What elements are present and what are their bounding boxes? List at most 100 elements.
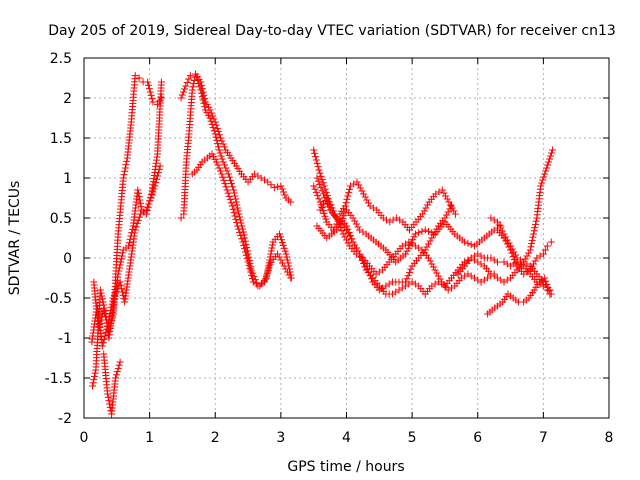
data-point: [356, 250, 364, 258]
data-point: [325, 200, 333, 208]
data-point: [361, 263, 369, 271]
data-point: [280, 244, 288, 252]
data-point: [226, 196, 234, 204]
data-point: [310, 146, 318, 154]
data-point: [357, 253, 365, 261]
data-point: [220, 176, 228, 184]
data-point: [531, 257, 539, 265]
data-point: [121, 164, 129, 172]
data-point: [421, 226, 429, 234]
axis-ticks: [83, 57, 610, 419]
x-tick-label: 3: [276, 430, 285, 446]
data-point: [343, 226, 350, 234]
data-point: [266, 253, 274, 261]
data-point: [228, 202, 236, 210]
data-point: [284, 259, 292, 267]
data-point: [446, 205, 454, 213]
data-point: [247, 268, 255, 276]
data-point: [281, 191, 289, 199]
data-point: [212, 133, 220, 141]
x-tick-label: 8: [605, 430, 614, 446]
data-point: [240, 231, 248, 239]
data-point: [541, 246, 549, 254]
data-point: [349, 214, 357, 222]
data-point: [285, 265, 293, 273]
data-point: [277, 256, 285, 264]
data-point: [217, 167, 224, 175]
data-point: [323, 194, 331, 202]
data-point: [546, 155, 554, 163]
data-point: [246, 265, 254, 273]
y-tick-label: -1: [58, 331, 72, 347]
data-point: [428, 229, 436, 237]
data-point: [91, 369, 99, 377]
y-tick-label: -0.5: [45, 291, 72, 307]
data-point: [144, 78, 152, 86]
data-point: [438, 186, 446, 194]
data-point: [131, 72, 139, 80]
data-point: [224, 170, 232, 178]
data-point: [101, 332, 109, 340]
data-point: [120, 171, 128, 179]
data-point: [543, 242, 551, 250]
data-point: [181, 85, 189, 93]
data-point: [334, 223, 342, 231]
data-point: [220, 143, 228, 151]
data-point: [545, 158, 553, 166]
data-point: [277, 236, 285, 244]
data-point: [232, 215, 240, 223]
data-point: [448, 202, 455, 210]
data-point: [267, 250, 275, 258]
data-point: [211, 130, 219, 138]
data-point: [433, 269, 441, 277]
data-point: [320, 209, 328, 217]
data-point: [183, 79, 191, 87]
data-point: [222, 164, 230, 172]
data-point: [146, 197, 154, 205]
data-point: [464, 239, 472, 247]
data-point: [117, 281, 125, 289]
data-point: [96, 319, 104, 327]
data-point: [316, 169, 324, 177]
data-point: [314, 163, 322, 171]
data-point: [528, 240, 536, 248]
data-point: [128, 229, 136, 237]
data-point: [443, 211, 451, 219]
data-point: [119, 174, 127, 182]
data-point: [229, 205, 237, 213]
data-point: [543, 286, 551, 294]
data-point: [147, 193, 155, 201]
data-point: [443, 195, 451, 203]
data-point: [268, 241, 276, 249]
data-point: [283, 256, 291, 264]
data-point: [531, 224, 539, 232]
data-point: [134, 189, 142, 197]
data-point: [128, 225, 136, 233]
data-point: [216, 149, 224, 157]
data-point: [425, 240, 433, 248]
data-point: [532, 217, 540, 225]
data-point: [344, 239, 352, 247]
data-point: [90, 376, 98, 384]
data-point: [274, 183, 282, 191]
data-point: [127, 232, 135, 240]
data-point: [219, 158, 227, 166]
data-point: [215, 164, 223, 172]
data-point: [343, 195, 351, 203]
data-point: [540, 173, 548, 181]
data-point: [335, 220, 343, 228]
data-point: [528, 263, 536, 271]
data-point: [344, 229, 352, 237]
data-point: [100, 335, 108, 343]
data-point: [424, 201, 432, 209]
data-point: [340, 212, 348, 220]
data-point: [547, 238, 555, 246]
data-point: [136, 196, 144, 204]
data-point: [147, 91, 155, 99]
data-point: [213, 136, 221, 144]
data-point: [345, 189, 353, 197]
data-point: [277, 182, 285, 190]
data-point: [318, 176, 326, 184]
data-point: [319, 179, 327, 187]
data-point: [467, 241, 475, 249]
